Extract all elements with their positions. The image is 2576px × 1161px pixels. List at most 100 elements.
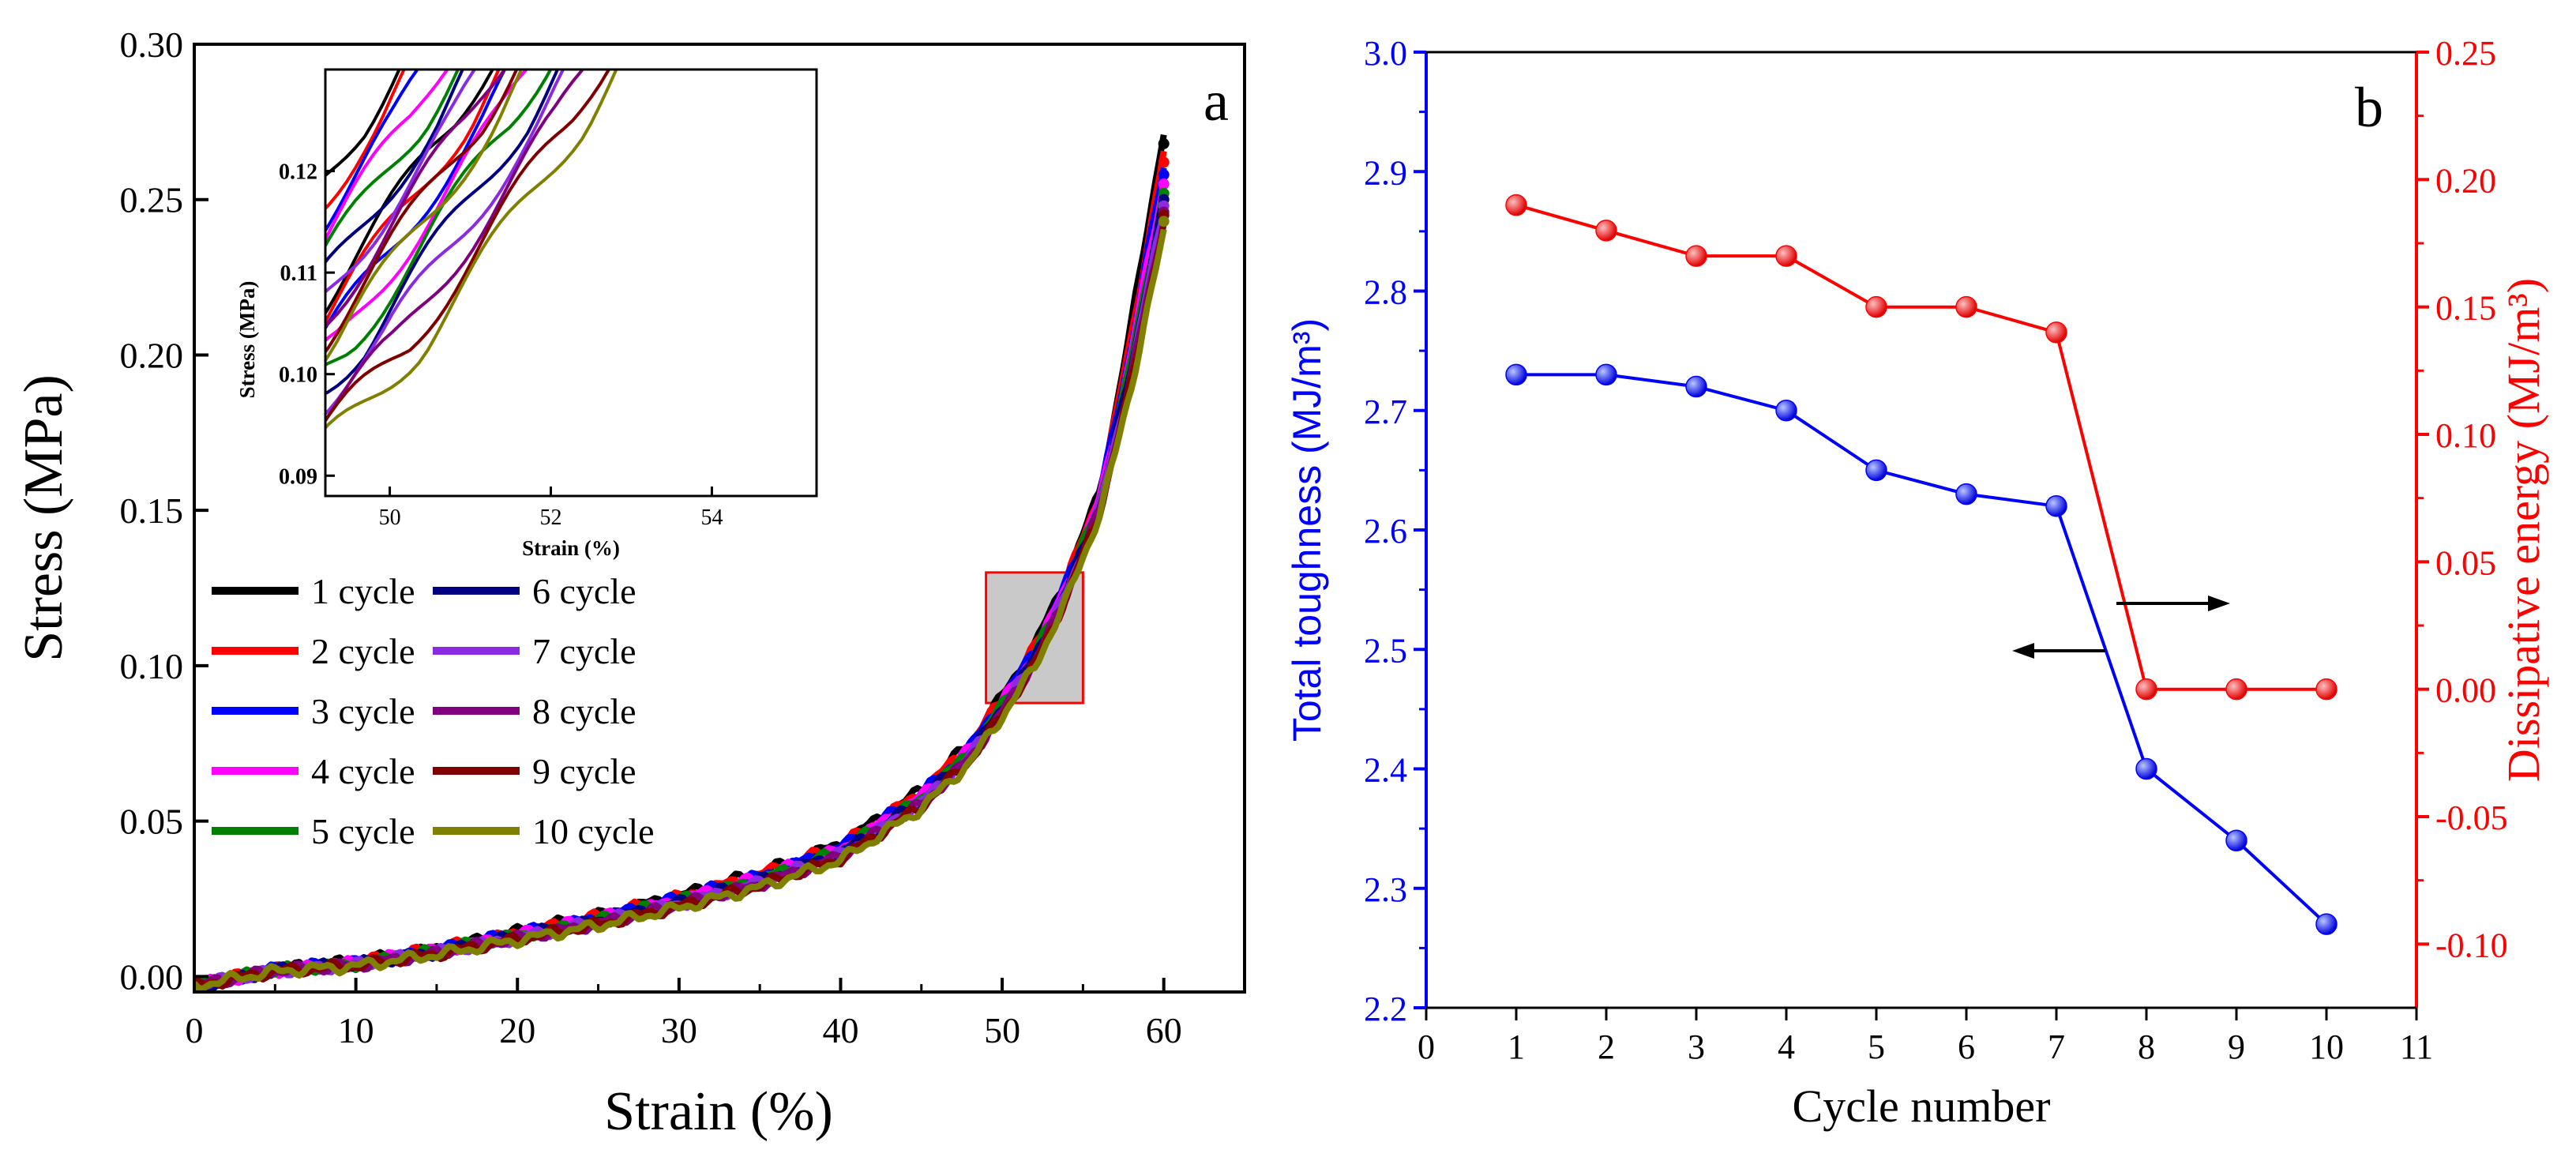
dissipative-point xyxy=(1505,194,1527,216)
panel-a-frame xyxy=(193,43,1246,994)
toughness-point xyxy=(1505,363,1527,386)
inset-ticks: 50 52 54 0.09 0.10 0.11 0.12 xyxy=(279,160,723,530)
b-right-tick-label: -0.10 xyxy=(2435,926,2508,964)
b-right-tick-label: -0.05 xyxy=(2435,798,2508,837)
peak-point xyxy=(1158,178,1170,190)
inset-x-tick-label: 52 xyxy=(540,505,562,530)
b-right-tick-label: 0.10 xyxy=(2435,416,2496,455)
legend-label: 10 cycle xyxy=(532,811,655,851)
b-left-tick-label: 2.9 xyxy=(1364,153,1407,192)
toughness-point xyxy=(2315,913,2338,935)
panel-b-ylabel-left: Total toughness (MJ/m³) xyxy=(1285,318,1329,742)
inset-curve xyxy=(325,70,524,363)
peak-point xyxy=(1158,137,1170,149)
panel-b-xlabel: Cycle number xyxy=(1793,1080,2051,1132)
legend-label: 5 cycle xyxy=(311,811,415,851)
legend-label: 9 cycle xyxy=(532,751,636,791)
panel-b-letter: b xyxy=(2355,76,2383,139)
dissipative-line xyxy=(1515,203,2326,691)
inset-curve xyxy=(325,70,460,250)
legend-label: 4 cycle xyxy=(311,751,415,791)
inset-curve xyxy=(325,70,585,424)
panel-a-ylabel: Stress (MPa) xyxy=(13,374,74,662)
b-x-tick-label: 8 xyxy=(2138,1028,2155,1066)
panel-b-ticks: 0 1 2 3 4 5 6 7 8 9 10 11 2.2 2.3 2.4 2.5 2.6 2.7 2.8 2.9 3.… xyxy=(1364,34,2508,1066)
toughness-point xyxy=(2045,495,2067,517)
x-tick-label: 10 xyxy=(338,1010,374,1050)
inset-y-tick-label: 0.12 xyxy=(279,160,317,185)
dissipative-point xyxy=(2135,678,2157,701)
x-tick-label: 50 xyxy=(984,1010,1020,1050)
inset-curve xyxy=(325,70,618,430)
dissipative-point xyxy=(2315,678,2338,701)
inset-curve xyxy=(325,70,507,329)
peak-point xyxy=(1158,169,1170,181)
legend: 1 cycle 2 cycle 3 cycle 4 cycle 5 cycle 6 cyc… xyxy=(212,571,655,851)
legend-label: 3 cycle xyxy=(311,691,415,731)
inset-curve xyxy=(325,70,449,243)
inset-curve xyxy=(325,70,553,366)
b-x-tick-label: 10 xyxy=(2309,1028,2344,1066)
inset-ylabel: Stress (MPa) xyxy=(235,281,259,399)
y-tick-label: 0.10 xyxy=(120,646,184,686)
y-tick-label: 0.00 xyxy=(120,956,184,997)
b-x-tick-label: 0 xyxy=(1418,1028,1435,1066)
toughness-point xyxy=(2135,757,2157,780)
dissipative-point xyxy=(1685,245,1707,267)
inset-curve xyxy=(325,70,519,355)
dissipative-point xyxy=(2225,678,2247,701)
inset-y-tick-label: 0.09 xyxy=(279,464,317,489)
inset-y-tick-label: 0.11 xyxy=(280,261,317,286)
dissipative-point xyxy=(1865,295,1887,318)
toughness-line xyxy=(1516,373,2328,926)
arrow-left xyxy=(2012,643,2105,659)
x-tick-label: 40 xyxy=(822,1010,858,1050)
b-x-tick-label: 5 xyxy=(1868,1028,1885,1066)
b-left-tick-label: 2.8 xyxy=(1364,273,1407,312)
inset-curve xyxy=(325,70,560,396)
inset-curve xyxy=(325,70,465,265)
dissipative-point xyxy=(1955,295,1977,318)
inset-x-tick-label: 50 xyxy=(379,505,401,530)
b-right-tick-label: 0.00 xyxy=(2435,671,2496,710)
b-right-tick-label: 0.20 xyxy=(2435,161,2496,200)
b-right-tick-label: 0.05 xyxy=(2435,543,2496,582)
b-left-tick-label: 3.0 xyxy=(1364,34,1407,73)
x-tick-label: 30 xyxy=(661,1010,697,1050)
inset-curves xyxy=(325,70,618,430)
toughness-point xyxy=(1775,400,1797,422)
toughness-point xyxy=(1685,375,1707,398)
curve-10 xyxy=(194,228,1167,992)
panel-b-ylabel-right: Dissipative energy (MJ/m³) xyxy=(2498,278,2549,782)
b-right-tick-label: 0.25 xyxy=(2435,34,2496,73)
toughness-point xyxy=(2225,829,2247,851)
legend-label: 2 cycle xyxy=(311,631,415,671)
legend-label: 6 cycle xyxy=(532,571,636,611)
inset-curve xyxy=(325,70,477,295)
inset-chart: 50 52 54 0.09 0.10 0.11 0.12 Strain (%) Stress… xyxy=(235,68,818,560)
b-x-tick-label: 6 xyxy=(1958,1028,1975,1066)
y-tick-label: 0.05 xyxy=(120,802,184,842)
b-left-tick-label: 2.4 xyxy=(1364,751,1407,790)
b-x-tick-label: 1 xyxy=(1508,1028,1525,1066)
b-x-tick-label: 11 xyxy=(2400,1028,2433,1066)
x-tick-label: 20 xyxy=(499,1010,535,1050)
b-x-tick-label: 3 xyxy=(1688,1028,1705,1066)
inset-curve xyxy=(325,70,406,211)
dissipative-point xyxy=(1775,245,1797,267)
inset-xlabel: Strain (%) xyxy=(522,536,620,560)
b-left-tick-label: 2.6 xyxy=(1364,512,1407,550)
b-x-tick-label: 7 xyxy=(2048,1028,2065,1066)
inset-curve xyxy=(325,70,401,178)
inset-frame xyxy=(324,68,818,498)
dissipative-point xyxy=(1595,220,1617,242)
stress-strain-curves xyxy=(194,134,1170,992)
toughness-point xyxy=(1955,483,1977,505)
arrow-right xyxy=(2116,596,2230,611)
legend-label: 8 cycle xyxy=(532,691,636,731)
x-tick-label: 0 xyxy=(186,1010,204,1050)
inset-y-tick-label: 0.10 xyxy=(279,363,317,388)
legend-label: 1 cycle xyxy=(311,571,415,611)
dissipative-point xyxy=(2045,321,2067,344)
